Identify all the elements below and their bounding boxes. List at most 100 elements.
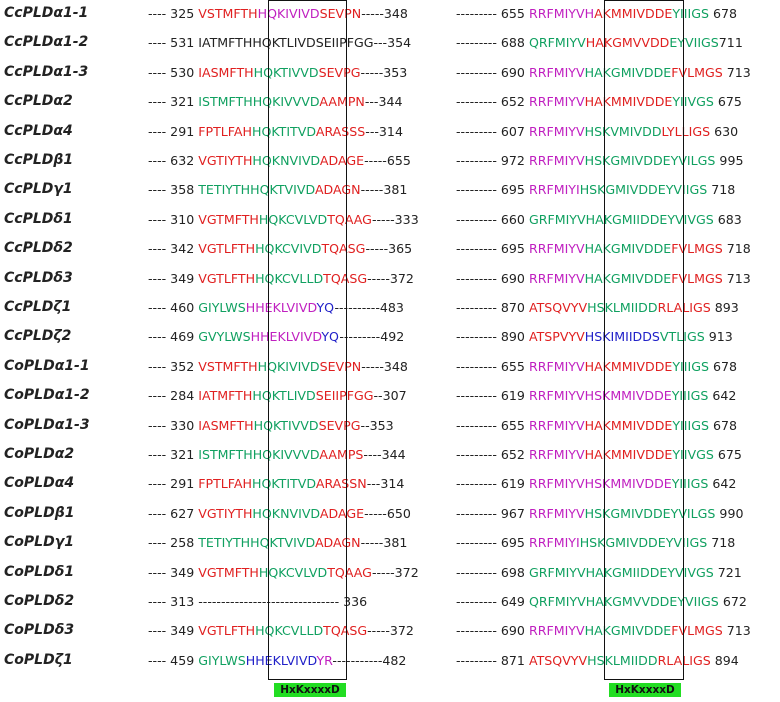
residue-segment: -----381	[360, 535, 408, 551]
residue-segment: HQKTITVD	[251, 476, 316, 492]
residue-segment: 683	[713, 211, 742, 227]
residue-segment: ---- 530	[148, 64, 199, 80]
residue-segment: HQKCVLLD	[255, 623, 324, 639]
residue-segment: --------- 607	[456, 123, 529, 139]
gene-name: CoPLDα2	[4, 446, 75, 462]
sequence-left: ---- 310 VGTMFTHHQKCVLVDTQAAG-----333	[148, 212, 419, 227]
alignment-row: CoPLDδ1 ---- 349 VGTMFTHHQKCVLVDTQAAG----…	[0, 560, 780, 586]
residue-segment: --------- 690	[456, 64, 529, 80]
residue-segment: SEIIPFGG	[315, 388, 374, 404]
sequence-right: --------- 871 ATSQVYVHSKLMIIDDRLALIGS 89…	[456, 653, 739, 668]
residue-segment: 672	[718, 594, 747, 609]
residue-segment: ---- 291	[148, 476, 199, 492]
gene-name: CoPLDζ1	[4, 651, 73, 668]
residue-segment: ---- 469	[148, 329, 199, 345]
gene-name: CoPLDα1-2	[4, 387, 90, 404]
residue-segment: VGTIYTH	[198, 153, 253, 168]
sequence-left: ---- 349 VGTLFTHHQKCVLLDTQASG-----372	[148, 271, 414, 286]
sequence-right: --------- 619 RRFMIYVHSKMMIVDDEYIIIGS 64…	[456, 476, 736, 491]
residue-segment: --------- 698	[456, 564, 529, 580]
residue-segment: 995	[715, 153, 744, 168]
residue-segment: --------- 695	[456, 535, 529, 551]
residue-segment: 718	[707, 182, 736, 198]
sequence-left: ---- 325 VSTMFTHHQKIVIVDSEVPN-----348	[148, 6, 408, 21]
residue-segment: ----------483	[334, 300, 404, 315]
residue-segment: RLALIGS	[657, 300, 711, 315]
gene-name: CcPLDβ1	[4, 152, 74, 168]
sequence-left: ---- 530 IASMFTHHQKTIVVDSEVPG-----353	[148, 65, 407, 80]
residue-segment: HHEKLVIVD	[245, 652, 317, 668]
alignment-row: CoPLDβ1 ---- 627 VGTIYTHHQKNVIVDADAGE----…	[0, 501, 780, 527]
residue-segment: ATSPVYV	[528, 329, 585, 345]
residue-segment: ---- 627	[148, 505, 199, 521]
residue-segment: -----381	[360, 182, 408, 198]
alignment-row: CcPLDα1-2 ---- 531 IATMFTHHQKTLIVDSEIIPFG…	[0, 30, 780, 56]
residue-segment: ---- 459	[148, 652, 199, 668]
alignment-row: CcPLDζ1 ---- 460 GIYLWSHHEKLVIVDYQ-------…	[0, 295, 780, 321]
residue-segment: AAMPN	[319, 94, 365, 110]
residue-segment: YIIIGS	[672, 417, 709, 433]
gene-name: CoPLDδ3	[4, 622, 75, 639]
residue-segment: IATMFTH	[198, 388, 253, 404]
residue-segment: QRFMIYV	[528, 35, 586, 51]
sequence-left: ---- 321 ISTMFTHHQKIVVVDAAMPS----344	[148, 447, 406, 462]
residue-segment: --307	[373, 388, 407, 404]
gene-name: CoPLDα1-1	[4, 357, 90, 374]
residue-segment: YIIIGS	[672, 6, 709, 21]
residue-segment: --------- 649	[456, 594, 529, 609]
residue-segment: ---- 310	[148, 211, 199, 227]
residue-segment: ---- 284	[148, 388, 199, 404]
residue-segment: ADAGN	[314, 182, 361, 198]
sequence-right: --------- 690 RRFMIYVHAKGMIVDDEFVLMGS 71…	[456, 65, 751, 80]
motif-label-right: HxKxxxxD	[609, 683, 681, 697]
residue-segment: FPTLFAH	[198, 123, 252, 139]
alignment-row: CcPLDα1-1 ---- 325 VSTMFTHHQKIVIVDSEVPN--…	[0, 1, 780, 27]
sequence-right: --------- 655 RRFMIYVHAKMMIVDDEYIIIGS 67…	[456, 359, 737, 374]
residue-segment: --------- 871	[456, 652, 529, 668]
residue-segment: RRFMIYV	[528, 123, 585, 139]
residue-segment: HAKGMVVDDE	[585, 594, 678, 609]
residue-segment: ---- 349	[148, 564, 199, 580]
residue-segment: VGTLFTH	[198, 270, 256, 286]
sequence-right: --------- 690 RRFMIYVHAKGMIVDDEFVLMGS 71…	[456, 623, 751, 638]
residue-segment: -----348	[361, 358, 408, 374]
residue-segment: VTLIGS	[659, 329, 705, 345]
residue-segment: YVILGS	[670, 153, 716, 168]
residue-segment: YIIVGS	[672, 94, 714, 110]
residue-segment: -----------482	[332, 652, 407, 668]
residue-segment: HQKIVVVD	[252, 94, 320, 110]
residue-segment: FVLMGS	[671, 241, 723, 257]
residue-segment: RRFMIYV	[528, 153, 585, 168]
sequence-right: --------- 652 RRFMIYVHAKMMIVDDEYIIVGS 67…	[456, 94, 742, 109]
residue-segment: ---- 349	[148, 623, 199, 639]
sequence-right: --------- 690 RRFMIYVHAKGMIVDDEFVLMGS 71…	[456, 271, 751, 286]
sequence-right: --------- 698 GRFMIYVHAKGMIIDDEYVIVGS 72…	[456, 565, 742, 580]
gene-name: CoPLDδ1	[4, 563, 75, 580]
residue-segment: HSKIMIIDDS	[584, 329, 660, 345]
alignment-row: CoPLDα2 ---- 321 ISTMFTHHQKIVVVDAAMPS----…	[0, 442, 780, 468]
residue-segment: SEVPG	[318, 417, 361, 433]
residue-segment: RRFMIYV	[528, 94, 585, 110]
residue-segment: YVILGS	[670, 505, 716, 521]
residue-segment: ---354	[373, 35, 412, 51]
residue-segment: HAKMMIVDDE	[584, 447, 673, 462]
residue-segment: IASMFTH	[198, 64, 254, 80]
residue-segment: ARASSN	[315, 476, 367, 492]
residue-segment: FVLMGS	[671, 64, 723, 80]
residue-segment: RRFMIYV	[528, 476, 585, 492]
residue-segment: ---- 342	[148, 241, 199, 257]
residue-segment: EYVIIGS	[669, 35, 719, 51]
residue-segment: TETIYTH	[198, 535, 251, 551]
residue-segment: HQKTITVD	[251, 123, 316, 139]
residue-segment: 718	[722, 241, 751, 257]
residue-segment: --------- 655	[456, 358, 529, 374]
residue-segment: --------- 690	[456, 270, 529, 286]
residue-segment: RRFMIYV	[528, 270, 585, 286]
sequence-right: --------- 655 RRFMIYVHAKMMIVDDEYIIIGS 67…	[456, 418, 737, 433]
residue-segment: --------- 652	[456, 94, 529, 110]
residue-segment: HSKVMIVDD	[584, 123, 662, 139]
residue-segment: GIYLWS	[198, 652, 246, 668]
residue-segment: RRFMIYV	[528, 241, 585, 257]
residue-segment: SEVPN	[319, 358, 362, 374]
sequence-left: ---- 460 GIYLWSHHEKLVIVDYQ----------483	[148, 300, 404, 315]
